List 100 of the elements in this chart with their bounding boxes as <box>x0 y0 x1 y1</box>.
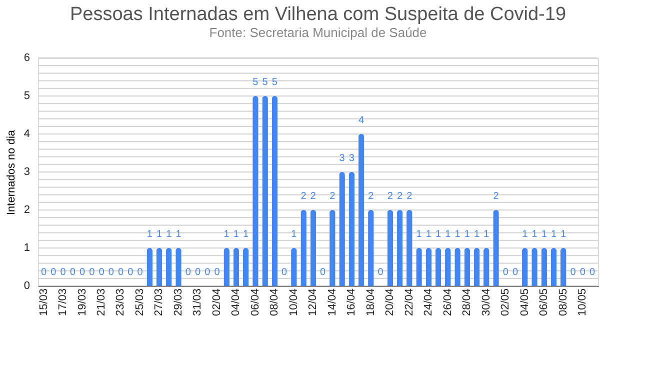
x-tick-label: 24/04 <box>422 288 435 316</box>
bar <box>156 248 162 286</box>
data-label: 1 <box>156 229 162 240</box>
x-tick-label: 15/03 <box>38 288 50 316</box>
data-label: 1 <box>560 229 567 240</box>
data-label: 0 <box>70 267 76 278</box>
data-label: 1 <box>464 229 470 240</box>
x-tick-label: 08/05 <box>557 288 570 316</box>
x-tick-label: 12/04 <box>307 288 320 316</box>
x-tick-label: 08/04 <box>268 288 281 316</box>
data-label: 0 <box>185 267 192 278</box>
x-tick-label: 30/04 <box>480 288 492 316</box>
data-label: 2 <box>368 191 374 202</box>
y-axis-title: Internados no dia <box>6 129 18 216</box>
data-label: 4 <box>358 115 365 126</box>
x-tick-label: 23/03 <box>114 288 127 316</box>
data-label: 1 <box>243 229 250 240</box>
x-tick-label: 21/03 <box>96 288 108 316</box>
data-label: 0 <box>50 267 57 278</box>
y-tick-label: 0 <box>24 280 30 292</box>
data-label: 1 <box>445 229 452 240</box>
data-label: 2 <box>406 191 413 202</box>
bar <box>272 96 278 286</box>
x-tick-label: 29/03 <box>172 288 184 316</box>
data-label: 2 <box>300 191 307 202</box>
data-label: 1 <box>291 229 298 240</box>
chart-subtitle: Fonte: Secretaria Municipal de Saúde <box>209 25 427 40</box>
data-label: 5 <box>272 77 278 88</box>
x-tick-label: 26/04 <box>442 288 454 316</box>
x-tick-label: 25/03 <box>134 288 146 316</box>
y-tick-label: 5 <box>24 90 30 102</box>
data-label: 1 <box>454 229 461 240</box>
x-tick-label: 20/04 <box>384 288 396 316</box>
x-tick-label: 28/04 <box>461 288 474 316</box>
y-tick-label: 1 <box>24 242 30 254</box>
data-label: 3 <box>348 153 355 164</box>
data-label: 1 <box>532 229 538 240</box>
x-tick-label: 06/04 <box>249 288 262 316</box>
data-label: 1 <box>474 229 480 240</box>
data-label: 0 <box>512 267 518 278</box>
data-label: 1 <box>176 229 182 240</box>
x-tick-label: 27/03 <box>153 288 166 316</box>
data-label: 2 <box>310 191 316 202</box>
x-tick-label: 19/03 <box>76 288 88 316</box>
bar <box>550 248 557 286</box>
data-label: 0 <box>282 267 288 278</box>
data-label: 0 <box>589 267 596 278</box>
y-tick-label: 2 <box>24 204 30 216</box>
data-label: 2 <box>330 191 336 202</box>
bar <box>426 248 432 286</box>
data-label: 1 <box>166 229 172 240</box>
y-tick-label: 6 <box>24 52 30 64</box>
bar <box>541 248 548 286</box>
bar <box>522 248 528 286</box>
data-label: 0 <box>204 267 211 278</box>
data-label: 2 <box>397 191 404 202</box>
bar <box>387 210 394 286</box>
data-label: 0 <box>214 267 220 278</box>
x-tick-label: 06/05 <box>538 288 550 316</box>
data-label: 0 <box>502 267 509 278</box>
data-label: 1 <box>224 229 230 240</box>
data-label: 0 <box>60 267 66 278</box>
bar <box>474 248 480 286</box>
x-tick-label: 16/04 <box>346 288 358 316</box>
data-label: 0 <box>40 267 47 278</box>
data-label: 0 <box>580 267 586 278</box>
chart-title: Pessoas Internadas em Vilhena com Suspeita de Covid-19 <box>70 4 566 25</box>
data-label: 1 <box>484 229 490 240</box>
bar <box>348 172 355 286</box>
data-label: 1 <box>426 229 432 240</box>
data-label: 1 <box>541 229 548 240</box>
data-label: 0 <box>570 267 576 278</box>
y-tick-label: 4 <box>24 128 30 140</box>
bar <box>310 210 316 286</box>
x-tick-label: 31/03 <box>192 288 204 316</box>
data-label: 0 <box>89 267 96 278</box>
bar <box>484 248 490 286</box>
data-label: 1 <box>435 229 442 240</box>
bar <box>242 248 249 286</box>
data-label: 0 <box>108 267 114 278</box>
bar <box>146 248 152 286</box>
data-label: 2 <box>493 191 500 202</box>
y-tick-label: 3 <box>24 166 30 178</box>
bar <box>435 248 442 286</box>
data-label: 0 <box>194 267 201 278</box>
data-label: 1 <box>233 229 240 240</box>
x-tick-label: 10/04 <box>288 288 300 316</box>
x-tick-label: 17/03 <box>57 288 70 316</box>
data-label: 0 <box>79 267 86 278</box>
bar <box>396 210 403 286</box>
x-tick-label: 14/04 <box>326 288 338 316</box>
x-tick-label: 04/04 <box>230 288 242 316</box>
data-label: 0 <box>320 267 326 278</box>
data-label: 1 <box>146 229 153 240</box>
bar <box>560 248 566 286</box>
data-label: 2 <box>387 191 394 202</box>
data-label: 0 <box>128 267 134 278</box>
bar <box>464 248 470 286</box>
x-tick-label: 02/04 <box>210 288 223 316</box>
data-label: 0 <box>378 267 384 278</box>
